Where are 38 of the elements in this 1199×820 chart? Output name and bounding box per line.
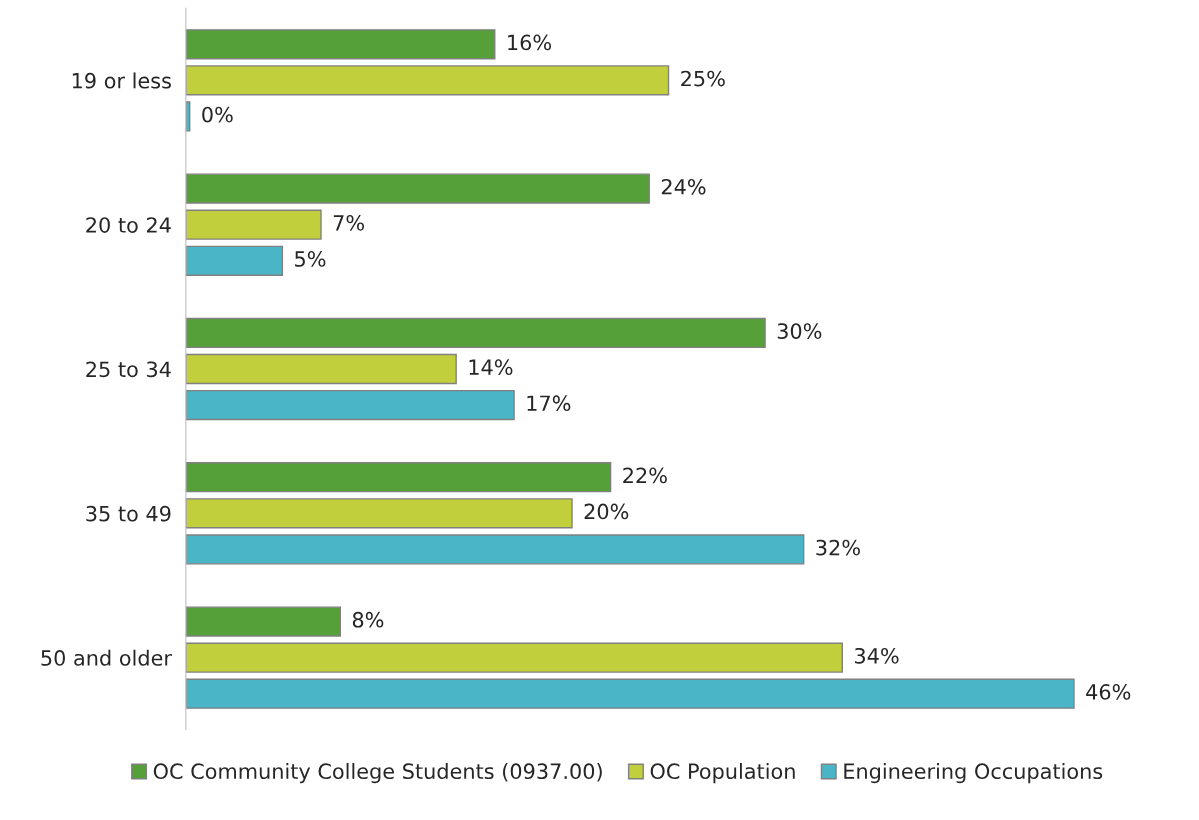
y-tick-label: 35 to 49	[86, 505, 171, 522]
data-label: 7%	[333, 214, 365, 231]
y-tick-label: 50 and older	[41, 649, 172, 666]
legend-label: OC Population	[650, 762, 795, 784]
y-tick-label: 20 to 24	[86, 217, 171, 233]
bar	[185, 389, 515, 421]
bar	[185, 534, 805, 565]
y-tick-label: 25 to 34	[86, 361, 171, 378]
bar	[185, 498, 573, 529]
bar	[185, 101, 191, 132]
y-tick-label: 19 or less	[72, 72, 171, 89]
data-label: 14%	[469, 359, 513, 376]
legend-label: Engineering Occupations	[844, 762, 1103, 784]
data-label: 17%	[527, 395, 571, 412]
bar	[185, 209, 322, 240]
bar	[185, 29, 496, 60]
data-label: 20%	[584, 503, 629, 520]
bar	[185, 245, 284, 276]
data-label: 5%	[295, 251, 326, 267]
data-label: 46%	[1086, 684, 1131, 700]
data-label: 0%	[202, 106, 233, 123]
bar	[185, 317, 766, 349]
bar	[185, 678, 1075, 709]
data-label: 25%	[681, 70, 725, 87]
data-label: 8%	[352, 611, 384, 628]
bar	[185, 606, 342, 637]
data-label: 30%	[777, 323, 822, 339]
data-label: 32%	[816, 539, 860, 556]
data-label: 24%	[661, 178, 706, 195]
bar	[185, 642, 843, 673]
bar	[185, 462, 612, 493]
data-label: 16%	[508, 34, 552, 51]
data-label: 22%	[623, 467, 667, 484]
bar	[185, 65, 670, 96]
bar	[185, 173, 650, 204]
legend-label: OC Community College Students (0937.00)	[153, 762, 602, 784]
data-label: 34%	[855, 647, 899, 664]
bar	[185, 353, 457, 385]
